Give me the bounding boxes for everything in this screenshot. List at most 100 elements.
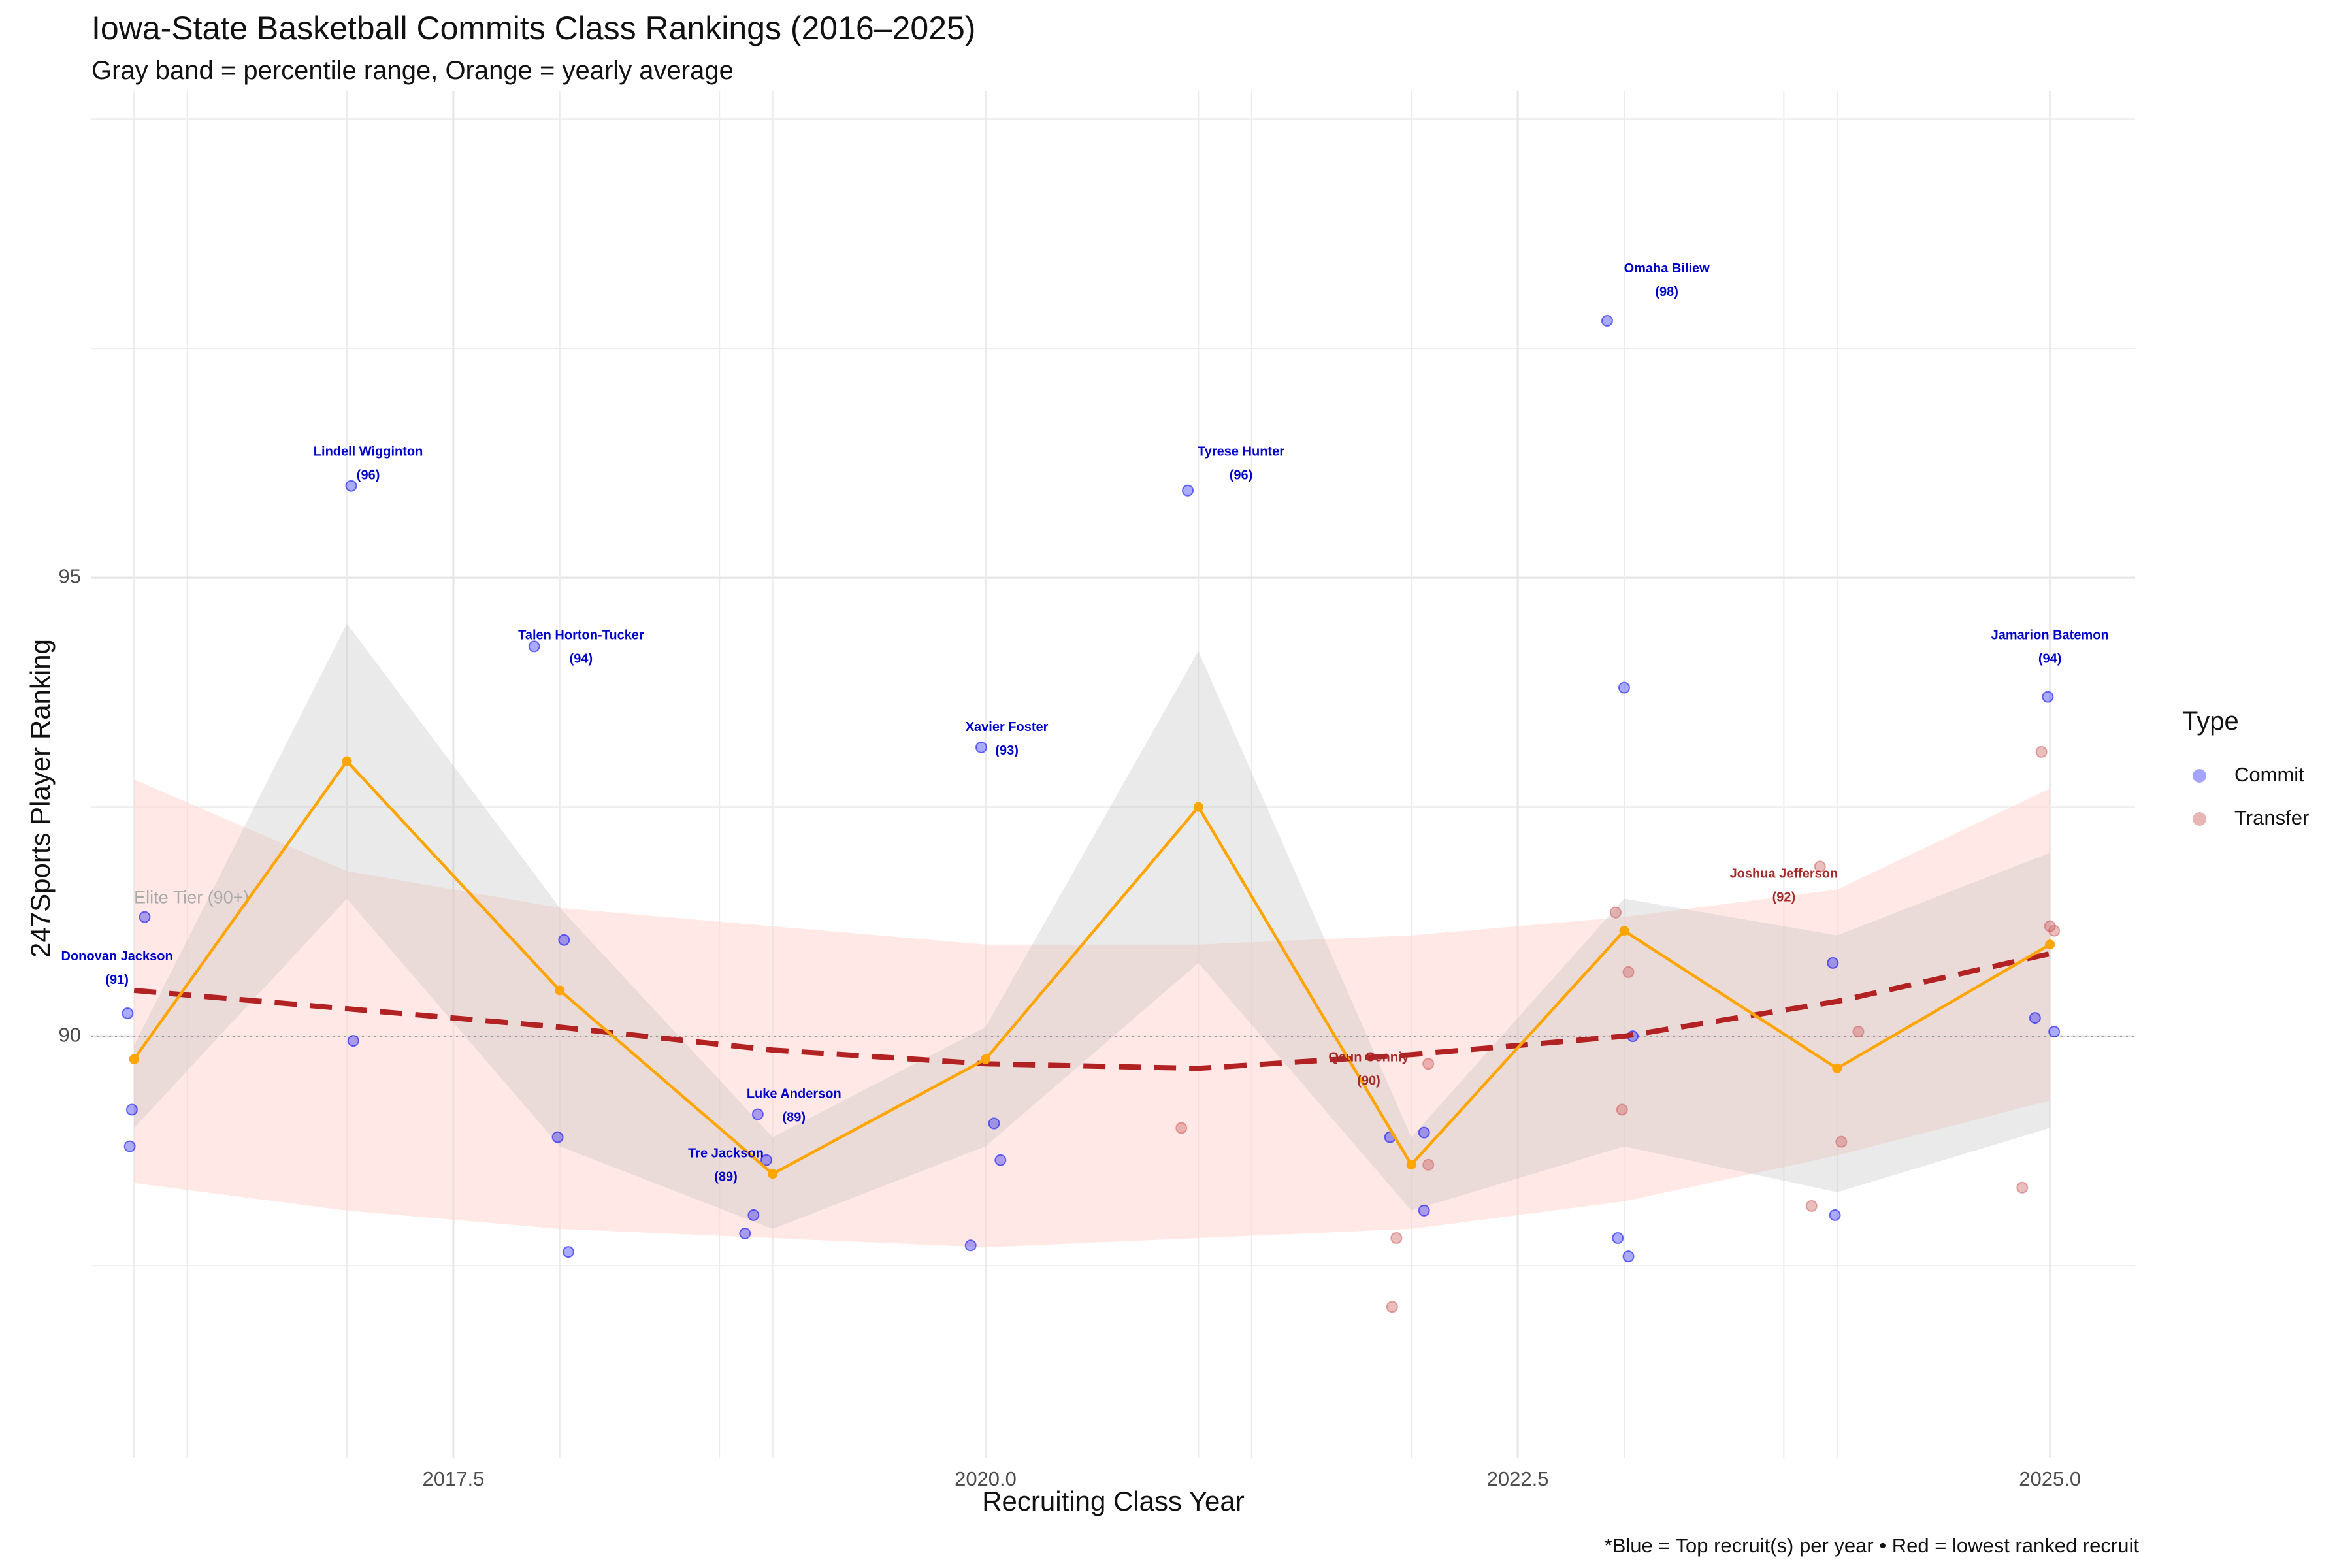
chart-caption: *Blue = Top recruit(s) per year • Red = … xyxy=(1604,1534,2139,1557)
x-tick-label: 2020.0 xyxy=(955,1467,1017,1490)
annotation-value: (98) xyxy=(1655,285,1678,299)
x-axis-label: Recruiting Class Year xyxy=(982,1486,1245,1516)
chart-subtitle: Gray band = percentile range, Orange = y… xyxy=(91,56,734,85)
commit-point xyxy=(125,1103,138,1116)
x-tick-label: 2017.5 xyxy=(423,1467,485,1490)
y-tick-label: 95 xyxy=(59,564,81,587)
commit-point xyxy=(347,1035,359,1047)
yearly-average-point xyxy=(129,1054,139,1064)
annotation-value: (96) xyxy=(357,468,380,483)
commit-point xyxy=(139,911,151,923)
annotation-value: (92) xyxy=(1772,890,1796,905)
transfer-point xyxy=(2048,924,2061,937)
commit-point xyxy=(1827,956,1839,969)
commit-point xyxy=(747,1209,760,1221)
annotation-value: (94) xyxy=(2038,651,2062,666)
commit-point xyxy=(994,1154,1007,1166)
commit-point xyxy=(2048,1026,2061,1038)
x-tick-label: 2025.0 xyxy=(2019,1467,2081,1490)
yearly-average-point xyxy=(981,1054,990,1064)
annotation-name: Omaha Biliew xyxy=(1624,261,1710,276)
annotation-name: Joshua Jefferson xyxy=(1730,867,1838,881)
transfer-point xyxy=(1622,966,1635,978)
commit-point xyxy=(551,1131,564,1143)
yearly-average-line xyxy=(133,759,2051,1176)
annotation-name: Jamarion Batemon xyxy=(1991,628,2109,642)
commit-point xyxy=(122,1007,134,1020)
transfer-point xyxy=(1852,1026,1865,1038)
transfer-point xyxy=(2016,1181,2029,1194)
annotation-name: Donovan Jackson xyxy=(61,949,173,964)
commit-point xyxy=(1182,484,1194,497)
annotation-name: Tyrese Hunter xyxy=(1198,445,1284,459)
annotation-name: Luke Anderson xyxy=(747,1086,841,1101)
annotations: Donovan Jackson (91) Lindell Wigginton (96)… xyxy=(61,261,2109,1184)
commit-point xyxy=(345,480,357,492)
annotation-value: (94) xyxy=(570,651,593,666)
commit-point xyxy=(1418,1204,1430,1217)
commit-point xyxy=(1612,1232,1624,1245)
yearly-average-point xyxy=(1406,1160,1416,1170)
annotation-name: Talen Horton-Tucker xyxy=(518,628,644,642)
transfer-point xyxy=(1814,860,1826,873)
transfer-point xyxy=(1805,1200,1818,1212)
legend-key-commit xyxy=(2182,759,2215,791)
commit-point xyxy=(751,1108,764,1120)
elite-reference-label: Elite Tier (90+) xyxy=(134,888,249,907)
commit-point xyxy=(2042,691,2054,703)
yearly-average-point xyxy=(768,1169,778,1179)
commit-point xyxy=(123,1140,136,1152)
transfer-point xyxy=(2035,745,2048,758)
yearly-average-point xyxy=(1832,1063,1842,1073)
x-tick-label: 2022.5 xyxy=(1487,1467,1549,1490)
commit-point xyxy=(1622,1250,1635,1263)
annotation-name: Lindell Wigginton xyxy=(314,445,423,459)
annotation-value: (96) xyxy=(1230,468,1253,483)
transfer-point xyxy=(1175,1122,1188,1134)
annotation-value: (91) xyxy=(105,973,129,987)
transfer-point xyxy=(1422,1058,1435,1070)
legend-key-transfer xyxy=(2182,802,2215,834)
transfer-point xyxy=(1422,1158,1435,1171)
commit-point xyxy=(988,1117,1000,1130)
yearly-average-point xyxy=(555,985,565,996)
commit-point xyxy=(1601,315,1613,327)
commit-point xyxy=(528,640,540,653)
commit-point xyxy=(2029,1012,2041,1024)
transfer-point xyxy=(1386,1301,1398,1313)
trend-line xyxy=(133,951,2051,1071)
percentile-band xyxy=(134,623,2050,1229)
transfer-point xyxy=(1390,1232,1403,1245)
y-tick-label: 90 xyxy=(59,1023,81,1046)
yearly-average-point xyxy=(1619,926,1629,936)
chart-title: Iowa-State Basketball Commits Class Rank… xyxy=(91,10,976,46)
yearly-average-point xyxy=(2045,939,2055,950)
annotation-value: (89) xyxy=(782,1110,806,1124)
annotation-name: Xavier Foster xyxy=(966,720,1049,734)
yearly-average-point xyxy=(1193,802,1203,812)
commit-point xyxy=(975,741,987,753)
yearly-average-point xyxy=(342,756,352,766)
annotation-name: Tre Jackson xyxy=(688,1147,764,1161)
legend-title: Type xyxy=(2182,707,2239,736)
commit-point xyxy=(562,1246,574,1258)
legend-item-transfer: Transfer xyxy=(2182,796,2309,840)
trend-confidence-band xyxy=(134,779,2050,1248)
annotation-name: Qeun Cenniy xyxy=(1328,1050,1409,1064)
legend-item-commit: Commit xyxy=(2182,753,2309,796)
points xyxy=(122,315,2061,1313)
commit-point xyxy=(558,934,570,946)
commit-point xyxy=(964,1239,977,1252)
transfer-point xyxy=(1609,906,1622,919)
commit-point xyxy=(1418,1126,1430,1139)
annotation-value: (89) xyxy=(714,1170,738,1184)
legend-label-commit: Commit xyxy=(2234,763,2304,786)
y-axis-label: 247Sports Player Ranking xyxy=(25,639,56,958)
transfer-point xyxy=(1835,1135,1848,1148)
commit-point xyxy=(760,1154,772,1166)
commit-point xyxy=(1829,1209,1841,1221)
transfer-point xyxy=(1616,1103,1628,1116)
commit-point xyxy=(739,1228,751,1240)
